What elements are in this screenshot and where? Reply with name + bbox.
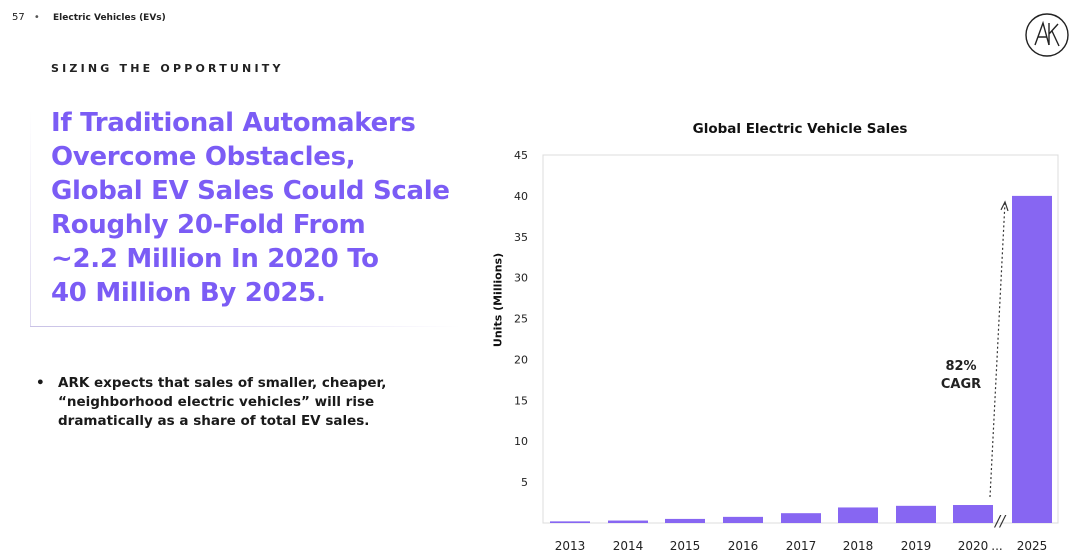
eyebrow-label: SIZING THE OPPORTUNITY	[51, 62, 284, 75]
axis-break-mark: //	[993, 512, 1007, 530]
bar-2025	[1012, 195, 1052, 523]
bullet-list: ARK expects that sales of smaller, cheap…	[36, 374, 416, 431]
headline-line: If Traditional Automakers	[51, 108, 416, 138]
y-tick-label: 20	[514, 353, 528, 366]
x-tick-label: 2019	[901, 539, 932, 553]
bar-2019	[896, 505, 936, 523]
headline: If Traditional Automakers Overcome Obstac…	[51, 106, 471, 310]
x-tick-label: 2013	[555, 539, 586, 553]
header-separator: •	[33, 12, 40, 23]
bar-2015	[665, 518, 705, 523]
page-number: 57	[12, 12, 25, 23]
slide-header: 57 • Electric Vehicles (EVs)	[12, 12, 166, 23]
bar-2016	[723, 516, 763, 523]
cagr-label: 82%	[945, 359, 976, 374]
headline-frame-side	[30, 110, 31, 327]
ark-logo-icon	[1025, 13, 1069, 57]
x-tick-label: 2018	[843, 539, 874, 553]
bar-2018	[838, 507, 878, 523]
x-tick-label: 2025	[1017, 539, 1048, 553]
y-tick-label: 5	[521, 476, 528, 489]
chart-title: Global Electric Vehicle Sales	[692, 121, 908, 137]
y-tick-label: 45	[514, 149, 528, 162]
headline-line: Global EV Sales Could Scale	[51, 176, 450, 206]
headline-line: ~2.2 Million In 2020 To	[51, 244, 379, 274]
x-tick-label: 2020	[958, 539, 989, 553]
bar-2017	[781, 513, 821, 523]
bar-2013	[550, 521, 590, 523]
x-tick-label: 2016	[728, 539, 759, 553]
headline-line: Overcome Obstacles,	[51, 142, 356, 172]
y-tick-label: 25	[514, 313, 528, 326]
section-title: Electric Vehicles (EVs)	[53, 13, 166, 23]
x-tick-label: 2017	[786, 539, 817, 553]
headline-line: Roughly 20-Fold From	[51, 210, 366, 240]
headline-line: 40 Million By 2025.	[51, 278, 326, 308]
y-tick-label: 10	[514, 435, 528, 448]
y-tick-label: 40	[514, 190, 528, 203]
y-tick-label: 15	[514, 394, 528, 407]
x-tick-label: ...	[991, 539, 1002, 553]
x-tick-label: 2014	[613, 539, 644, 553]
y-tick-label: 30	[514, 272, 528, 285]
cagr-arrow	[989, 201, 1006, 498]
cagr-arrowhead	[1000, 200, 1009, 212]
bar-2020	[953, 505, 993, 523]
plot-frame	[542, 154, 1059, 524]
bar-2014	[608, 520, 648, 523]
headline-divider	[30, 326, 460, 327]
cagr-label: CAGR	[941, 377, 981, 392]
bullet-item: ARK expects that sales of smaller, cheap…	[36, 374, 416, 431]
x-tick-label: 2015	[670, 539, 701, 553]
y-tick-label: 35	[514, 231, 528, 244]
